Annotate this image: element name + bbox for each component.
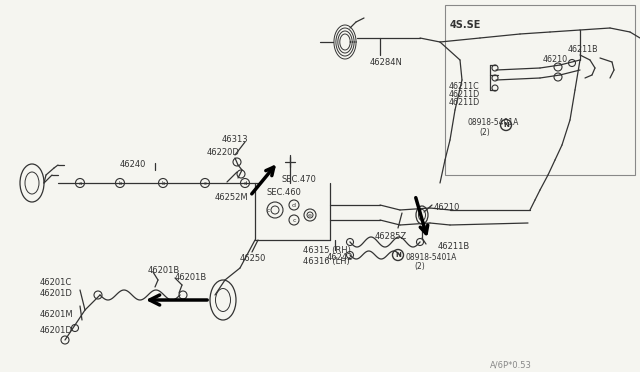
Text: SEC.470: SEC.470 bbox=[282, 175, 317, 184]
Text: a: a bbox=[78, 180, 82, 186]
Text: 46252M: 46252M bbox=[215, 193, 248, 202]
Text: SEC.460: SEC.460 bbox=[267, 188, 302, 197]
Text: 46201M: 46201M bbox=[40, 310, 74, 319]
Text: 46240: 46240 bbox=[120, 160, 147, 169]
Text: 46201C: 46201C bbox=[40, 278, 72, 287]
Text: b: b bbox=[161, 180, 164, 186]
Text: 46242: 46242 bbox=[327, 253, 353, 262]
Text: 46220D: 46220D bbox=[207, 148, 240, 157]
Text: 46250: 46250 bbox=[240, 254, 266, 263]
Text: 46210: 46210 bbox=[543, 55, 568, 64]
Text: (2): (2) bbox=[414, 262, 425, 271]
Text: A/6P*0.53: A/6P*0.53 bbox=[490, 360, 532, 369]
Text: 08918-5401A: 08918-5401A bbox=[468, 118, 520, 127]
Text: 46316 (LH): 46316 (LH) bbox=[303, 257, 349, 266]
Text: b: b bbox=[118, 180, 122, 186]
Text: 46211D: 46211D bbox=[449, 90, 480, 99]
Text: 46211C: 46211C bbox=[449, 82, 480, 91]
FancyBboxPatch shape bbox=[445, 5, 635, 175]
Text: N: N bbox=[395, 252, 401, 258]
Text: 46201B: 46201B bbox=[175, 273, 207, 282]
Text: d: d bbox=[292, 202, 296, 208]
Text: 46315 (RH): 46315 (RH) bbox=[303, 246, 351, 255]
Text: 4S.SE: 4S.SE bbox=[450, 20, 481, 30]
Text: c: c bbox=[204, 180, 207, 186]
Text: c: c bbox=[292, 218, 296, 222]
Text: 46201B: 46201B bbox=[148, 266, 180, 275]
Text: 46201D: 46201D bbox=[40, 326, 73, 335]
Text: 46211D: 46211D bbox=[449, 98, 480, 107]
Text: 46313: 46313 bbox=[222, 135, 248, 144]
Text: d: d bbox=[243, 180, 247, 186]
Text: 46210: 46210 bbox=[434, 203, 460, 212]
Text: 08918-5401A: 08918-5401A bbox=[406, 253, 458, 262]
Text: 46201D: 46201D bbox=[40, 289, 73, 298]
Text: 46285Z: 46285Z bbox=[375, 232, 407, 241]
Text: 46284N: 46284N bbox=[370, 58, 403, 67]
Text: 46211B: 46211B bbox=[438, 242, 470, 251]
Text: 46211B: 46211B bbox=[568, 45, 598, 54]
Text: c: c bbox=[266, 208, 269, 212]
Text: N: N bbox=[503, 122, 509, 128]
Text: e: e bbox=[308, 212, 312, 218]
Text: (2): (2) bbox=[479, 128, 490, 137]
